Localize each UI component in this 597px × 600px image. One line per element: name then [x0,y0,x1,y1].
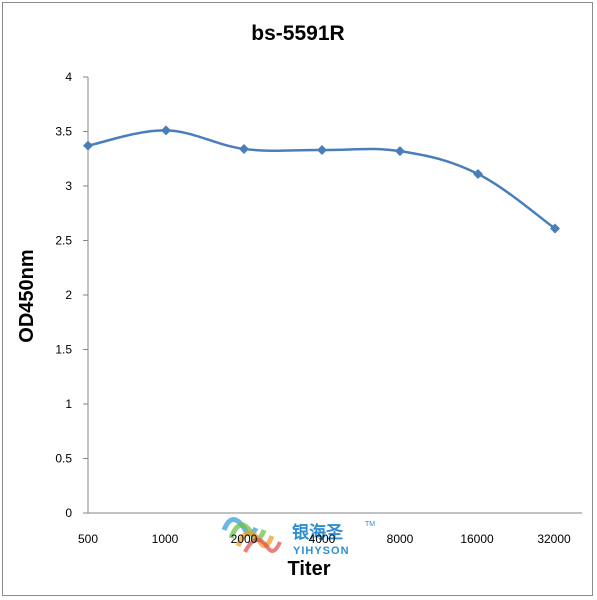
chart-title: bs-5591R [251,22,344,45]
data-point-diamond [473,169,483,180]
y-tick-label: 2 [65,288,72,302]
data-point-diamond [317,145,327,156]
y-tick-label: 0.5 [55,452,72,466]
y-tick-label: 4 [65,70,72,84]
data-point-diamond [83,140,93,151]
data-point-diamond [550,223,560,234]
y-tick-label: 3 [65,179,72,193]
series-line [87,129,556,230]
watermark-trademark: TM [365,521,375,528]
x-tick-label: 4000 [309,532,336,546]
watermark-english-text: YIHYSON [293,545,350,557]
y-tick-label: 1.5 [55,343,72,357]
x-tick-label: 1000 [152,532,179,546]
data-point-diamond [239,143,249,154]
y-axis-ticks: 0 0.5 1 1.5 2 2.5 3 3.5 4 [55,70,88,520]
y-tick-label: 0 [65,506,72,520]
y-tick-label: 3.5 [55,125,72,139]
x-tick-label: 500 [78,532,98,546]
x-tick-label: 2000 [231,532,258,546]
watermark-chinese-text: 银海圣 [292,522,344,543]
x-tick-label: 32000 [537,532,571,546]
y-axis-title: OD450nm [16,249,38,342]
y-tick-label: 1 [65,397,72,411]
x-axis-title: Titer [288,558,331,580]
yihyson-logo-icon [221,517,282,553]
chart-series [83,125,560,234]
x-tick-label: 16000 [460,532,494,546]
x-tick-label: 8000 [387,532,414,546]
data-point-diamond [395,146,405,157]
data-point-diamond [161,125,171,136]
chart-axes [87,77,582,514]
x-axis-ticks: 500 1000 2000 4000 8000 16000 32000 [78,532,571,546]
y-tick-label: 2.5 [55,234,72,248]
yihyson-watermark-logo: 银海圣 TM YIHYSON [221,517,375,557]
